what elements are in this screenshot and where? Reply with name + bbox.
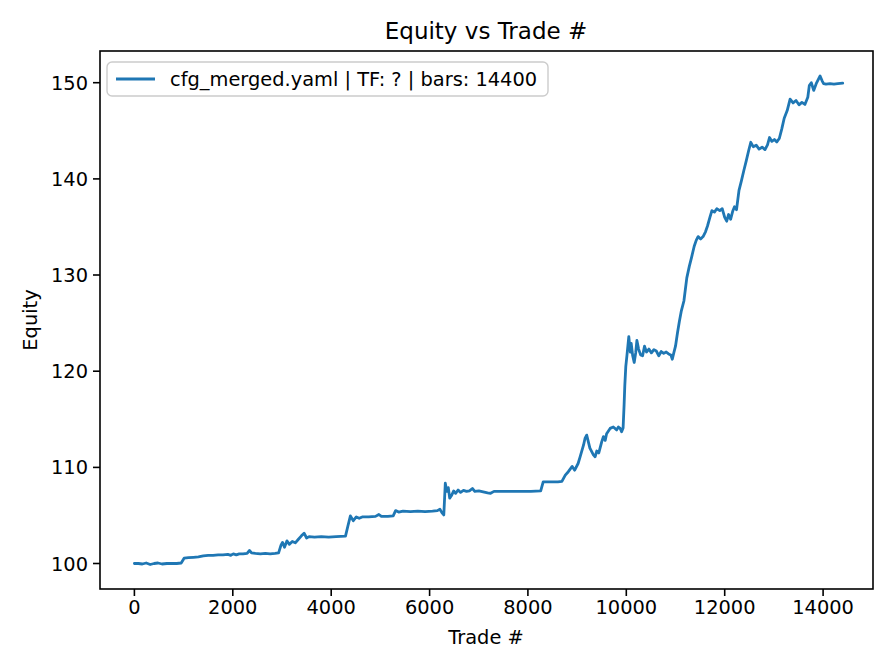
y-tick-label: 120: [51, 360, 88, 383]
x-tick-label: 14000: [792, 596, 854, 619]
x-tick-label: 8000: [503, 596, 552, 619]
y-tick-label: 100: [51, 553, 88, 576]
y-tick-label: 110: [51, 456, 88, 479]
legend-label: cfg_merged.yaml | TF: ? | bars: 14400: [170, 68, 537, 91]
x-tick-label: 12000: [694, 596, 756, 619]
equity-line-series: [134, 76, 842, 565]
y-axis-label: Equity: [19, 289, 42, 350]
x-tick-label: 6000: [405, 596, 454, 619]
legend: cfg_merged.yaml | TF: ? | bars: 14400: [107, 62, 548, 96]
chart-title: Equity vs Trade #: [385, 18, 588, 44]
x-tick-label: 10000: [595, 596, 657, 619]
matplotlib-figure: 02000400060008000100001200014000 1001101…: [0, 0, 896, 672]
y-tick-label: 130: [51, 264, 88, 287]
y-tick-label: 150: [51, 72, 88, 95]
y-tick-label: 140: [51, 168, 88, 191]
x-tick-label: 2000: [208, 596, 257, 619]
plot-area: [100, 51, 873, 589]
x-tick-label: 4000: [307, 596, 356, 619]
y-axis-ticks: 100 110 120 130 140 150: [51, 72, 100, 576]
x-axis-label: Trade #: [447, 626, 524, 649]
equity-chart-svg: 02000400060008000100001200014000 1001101…: [0, 0, 896, 672]
x-axis-ticks: 0 2000 4000 6000 8000 10000 12000 14000: [128, 589, 854, 619]
x-tick-label: 0: [128, 596, 140, 619]
